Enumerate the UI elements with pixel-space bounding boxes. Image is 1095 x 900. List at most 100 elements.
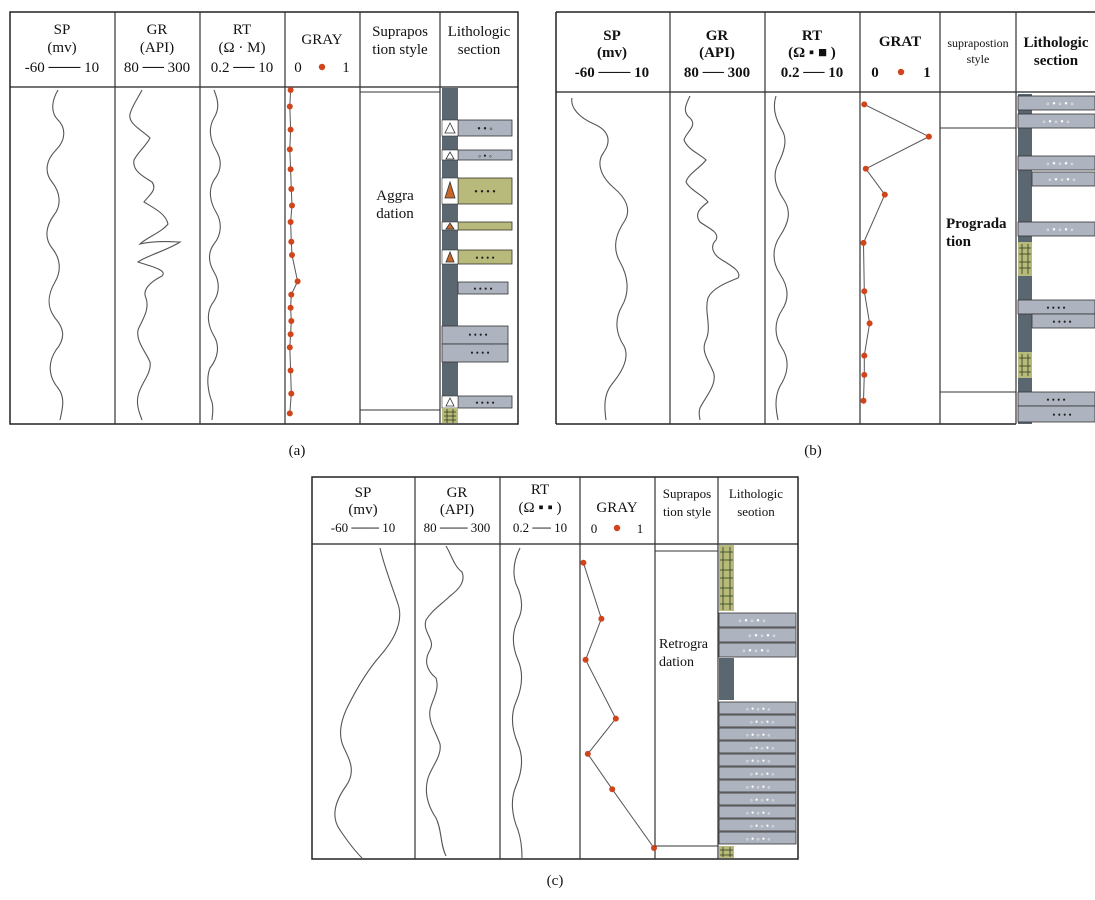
gr-header-unit: (API) (699, 45, 735, 61)
siltstone-pattern: • • • • (474, 187, 496, 198)
sp-header-name: SP (54, 22, 71, 38)
gray-point (925, 133, 932, 140)
gray-point (289, 202, 295, 209)
panel-c: SP (mv) -60 ─── 10 GR (API) 80 ─── 300 R… (311, 476, 799, 889)
sp-header-scale: -60 ─── 10 (331, 520, 395, 535)
gr-curve (424, 545, 464, 857)
superposition-style-label-line1: Retrogra (659, 637, 709, 652)
rt-header-unit: (Ω ▪ ■ ) (788, 45, 836, 61)
sandstone-bed (718, 831, 797, 845)
sandstone-bed (1017, 95, 1095, 111)
gray-series (580, 559, 657, 851)
sp-header-scale: -60 ─── 10 (25, 60, 99, 76)
style-header-line1: suprapostion (947, 36, 1008, 50)
sp-header-unit: (mv) (348, 502, 377, 518)
siltstone-bed (457, 177, 513, 205)
rt-curve (773, 95, 789, 421)
gr-curve (129, 89, 182, 421)
rt-header-unit: (Ω ▪ ▪ ) (518, 500, 561, 516)
litho-header-line1: Lithologic (1023, 35, 1088, 51)
superposition-style-label-line2: dation (659, 655, 694, 670)
rt-curve (511, 547, 523, 859)
gray-point (286, 344, 293, 351)
sandstone-bed (718, 740, 797, 754)
gr-header-scale: 80 ── 300 (124, 60, 190, 76)
sandstone-pattern: ◦ • ◦ • ◦ (746, 808, 771, 818)
sandstone-bed (457, 281, 509, 295)
sp-header-scale: -60 ─── 10 (575, 65, 649, 81)
gray-header-name: GRAY (596, 500, 637, 516)
sandstone-pattern: • • • • (468, 330, 487, 340)
sandstone-pattern: ◦ • ◦ • ◦ (1042, 117, 1070, 128)
gray-point (287, 219, 294, 225)
panel-c-frame (311, 476, 799, 860)
style-header-line1: Suprapos (663, 486, 711, 501)
gray-point (289, 252, 295, 258)
style-header-line2: tion style (372, 42, 428, 58)
panel-a-frame (9, 11, 519, 425)
triangle-symbol (445, 397, 455, 407)
sandstone-bed (1031, 171, 1095, 187)
gray-point (598, 615, 605, 622)
sandstone-bed (718, 818, 797, 832)
sandstone-pattern: ◦ • ◦ • ◦ (738, 616, 766, 627)
litho-header-line2: seotion (737, 504, 775, 519)
gray-point (287, 304, 294, 311)
sandstone-pattern: • • • • (1046, 395, 1065, 405)
sandstone-pattern: • • • • (1052, 317, 1071, 327)
sandstone-bed (718, 727, 797, 741)
lithology-symbol (441, 119, 459, 137)
panel-b: SP (mv) -60 ─── 10 GR (API) 80 ── 300 RT… (555, 11, 1095, 459)
sandstone-bed (718, 779, 797, 793)
gray-point (861, 371, 868, 378)
gr-header-name: GR (147, 22, 168, 38)
gray-point (584, 750, 591, 757)
sandstone-bed (718, 627, 797, 643)
sandstone-pattern: • • • • (1046, 303, 1065, 313)
coal-bed (719, 846, 734, 858)
sandstone-bed (1031, 313, 1095, 329)
gray-header-name: GRAY (301, 32, 342, 48)
gray-legend-dot (318, 63, 326, 71)
superposition-style-label-line2: dation (376, 206, 414, 222)
sandstone-bed (718, 753, 797, 767)
coal-pattern (1019, 244, 1031, 274)
gray-point (287, 87, 294, 93)
sandstone-pattern: ◦ • ◦ • ◦ (1046, 159, 1074, 170)
gr-curve (683, 95, 740, 421)
gray-point (609, 786, 616, 793)
coal-pattern (444, 409, 456, 423)
gray-point (287, 367, 294, 374)
sp-curve (46, 89, 65, 421)
sandstone-bed (718, 766, 797, 780)
gray-point (288, 390, 295, 397)
sandstone-pattern: ◦ • ◦ • ◦ (750, 795, 775, 805)
gray-point (866, 320, 873, 327)
style-header-line2: tion style (663, 504, 711, 519)
triangle-symbol (445, 151, 455, 160)
gray-point (860, 397, 867, 404)
mudstone-bed (719, 658, 734, 700)
gray-point (881, 191, 888, 198)
gray-line (289, 89, 299, 414)
panel-a: SP (mv) -60 ─── 10 GR (API) 80 ── 300 RT… (9, 11, 519, 459)
gray-scale-min: 0 (591, 521, 598, 536)
lithologic-column: • • ◦ ◦ • ◦ • • • • • • • • • • • • • (441, 88, 513, 423)
gray-point (580, 559, 587, 566)
coal-bed (442, 408, 458, 423)
superposition-style-label-line2: tion (946, 234, 972, 250)
sandstone-bed (718, 642, 797, 658)
siltstone-bed (457, 221, 513, 231)
gray-point (861, 352, 868, 359)
triangle-symbol (444, 122, 456, 134)
gray-point (288, 238, 295, 245)
sp-header-name: SP (355, 485, 372, 501)
gray-line (862, 103, 931, 401)
superposition-style-label-line1: Prograda (946, 216, 1007, 232)
sandstone-pattern: ◦ • ◦ • ◦ (1046, 225, 1074, 236)
gray-point (287, 126, 294, 133)
coal-pattern (720, 547, 733, 610)
gray-scale-max: 1 (923, 65, 931, 81)
sandstone-pattern: ◦ • ◦ • ◦ (746, 730, 771, 740)
